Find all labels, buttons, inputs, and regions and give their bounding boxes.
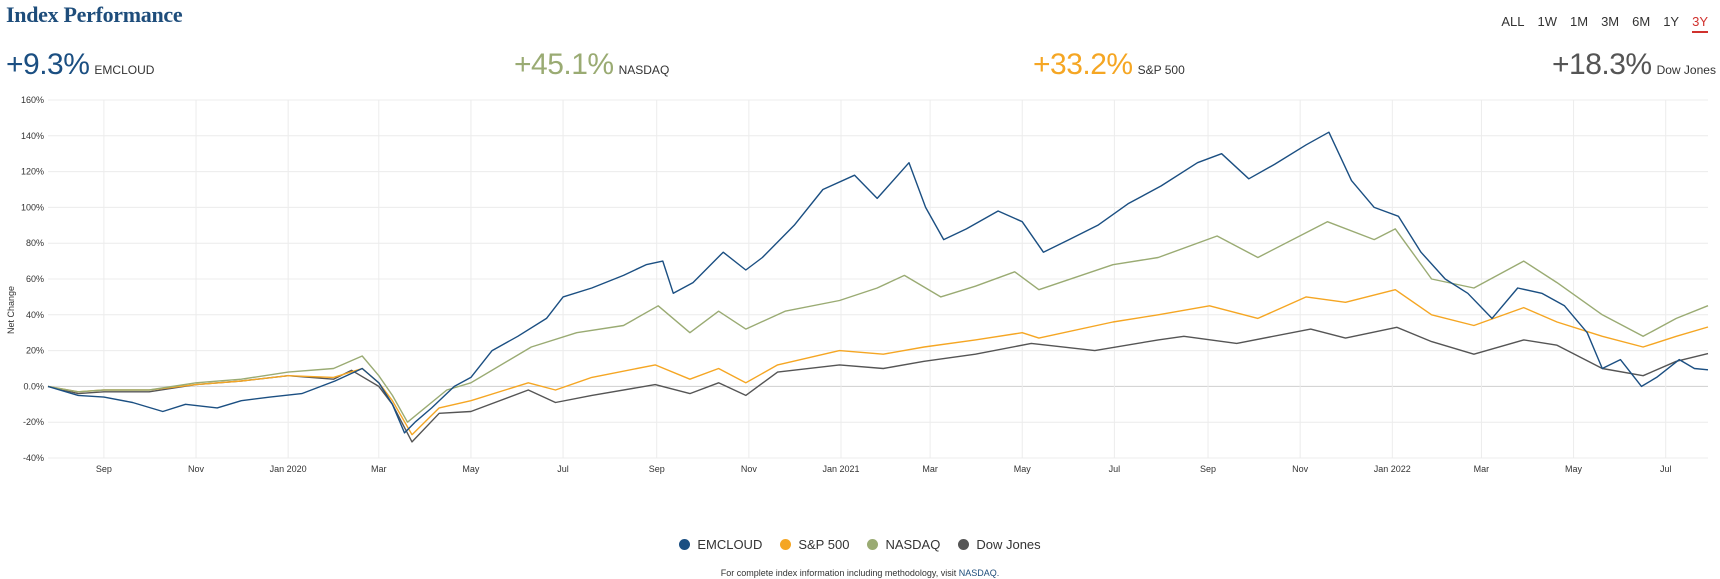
stat-value: +18.3% xyxy=(1552,48,1652,81)
legend-label: NASDAQ xyxy=(885,537,941,552)
legend-item-emcloud[interactable]: EMCLOUD xyxy=(679,537,762,552)
x-axis: Sep Nov Jan 2020 Mar May Jul Sep Nov Jan 2021 Mar… xyxy=(96,464,1672,474)
x-tick-label: Sep xyxy=(649,464,665,474)
footnote: For complete index information including… xyxy=(0,568,1720,578)
range-selector: ALL 1W 1M 3M 6M 1Y 3Y xyxy=(1501,14,1708,33)
legend-label: EMCLOUD xyxy=(697,537,763,552)
y-tick-label: 160% xyxy=(21,95,44,105)
stat-label: Dow Jones xyxy=(1656,63,1716,77)
page-title: Index Performance xyxy=(6,2,183,27)
y-tick-label: 0.0% xyxy=(23,381,44,391)
range-1w-button[interactable]: 1W xyxy=(1537,14,1558,29)
x-tick-label: Sep xyxy=(96,464,112,474)
x-tick-label: Mar xyxy=(371,464,387,474)
range-1y-button[interactable]: 1Y xyxy=(1663,14,1680,29)
legend-dot xyxy=(679,539,691,550)
series-line-emcloud xyxy=(47,131,1709,434)
grid xyxy=(48,99,1708,459)
series-lines xyxy=(47,131,1709,443)
series-line-dow-jones xyxy=(47,326,1709,443)
footnote-text: For complete index information including… xyxy=(720,568,959,578)
stat-nasdaq: +45.1% NASDAQ xyxy=(514,48,669,82)
stat-label: EMCLOUD xyxy=(94,63,155,77)
x-tick-label: Jan 2022 xyxy=(1374,464,1411,474)
stat-value: +33.2% xyxy=(1033,48,1133,81)
stat-dow-jones: +18.3% Dow Jones xyxy=(1552,48,1716,82)
x-tick-label: May xyxy=(1565,464,1583,474)
range-1m-button[interactable]: 1M xyxy=(1570,14,1589,29)
legend-dot xyxy=(780,539,792,550)
stat-label: S&P 500 xyxy=(1137,63,1185,77)
legend-item-sp500[interactable]: S&P 500 xyxy=(780,537,849,552)
stat-emcloud: +9.3% EMCLOUD xyxy=(6,48,154,82)
y-tick-label: 120% xyxy=(21,167,44,177)
y-tick-label: 60% xyxy=(26,274,44,284)
stat-sp500: +33.2% S&P 500 xyxy=(1033,48,1185,82)
x-tick-label: May xyxy=(1014,464,1032,474)
y-tick-label: 20% xyxy=(26,346,44,356)
x-tick-label: Jul xyxy=(557,464,569,474)
nasdaq-link[interactable]: NASDAQ. xyxy=(958,568,1000,578)
x-tick-label: Sep xyxy=(1200,464,1216,474)
stat-label: NASDAQ xyxy=(618,63,670,77)
y-tick-label: 140% xyxy=(21,131,44,141)
stat-value: +45.1% xyxy=(514,48,614,81)
x-tick-label: Jan 2021 xyxy=(822,464,859,474)
y-axis-label: Net Change xyxy=(6,286,16,334)
x-tick-label: Mar xyxy=(1474,464,1490,474)
x-tick-label: Nov xyxy=(1292,464,1309,474)
x-tick-label: Mar xyxy=(922,464,938,474)
performance-chart[interactable]: -40% -20% 0.0% 20% 40% 60% 80% 100% 120% 140% 160%… xyxy=(0,92,1720,532)
series-line-s-p-500 xyxy=(47,289,1709,436)
x-tick-label: Jan 2020 xyxy=(270,464,307,474)
x-tick-label: Jul xyxy=(1109,464,1121,474)
y-tick-label: 100% xyxy=(21,202,44,212)
x-tick-label: Nov xyxy=(188,464,205,474)
legend-dot xyxy=(958,539,970,550)
x-tick-label: Nov xyxy=(741,464,758,474)
legend-label: Dow Jones xyxy=(976,537,1041,552)
y-tick-label: -20% xyxy=(23,417,44,427)
range-3y-button[interactable]: 3Y xyxy=(1692,14,1708,33)
y-axis: -40% -20% 0.0% 20% 40% 60% 80% 100% 120% 140% 160% xyxy=(21,95,44,463)
range-3m-button[interactable]: 3M xyxy=(1601,14,1620,29)
range-6m-button[interactable]: 6M xyxy=(1632,14,1651,29)
legend-item-dow-jones[interactable]: Dow Jones xyxy=(958,537,1041,552)
legend: EMCLOUD S&P 500 NASDAQ Dow Jones xyxy=(0,537,1720,552)
legend-label: S&P 500 xyxy=(798,537,850,552)
range-all-button[interactable]: ALL xyxy=(1501,14,1525,29)
x-tick-label: May xyxy=(462,464,480,474)
stat-value: +9.3% xyxy=(6,48,90,81)
y-tick-label: 40% xyxy=(26,310,44,320)
legend-item-nasdaq[interactable]: NASDAQ xyxy=(867,537,940,552)
x-tick-label: Jul xyxy=(1660,464,1672,474)
series-line-nasdaq xyxy=(47,221,1709,423)
legend-dot xyxy=(867,539,879,550)
y-tick-label: -40% xyxy=(23,453,44,463)
y-tick-label: 80% xyxy=(26,238,44,248)
